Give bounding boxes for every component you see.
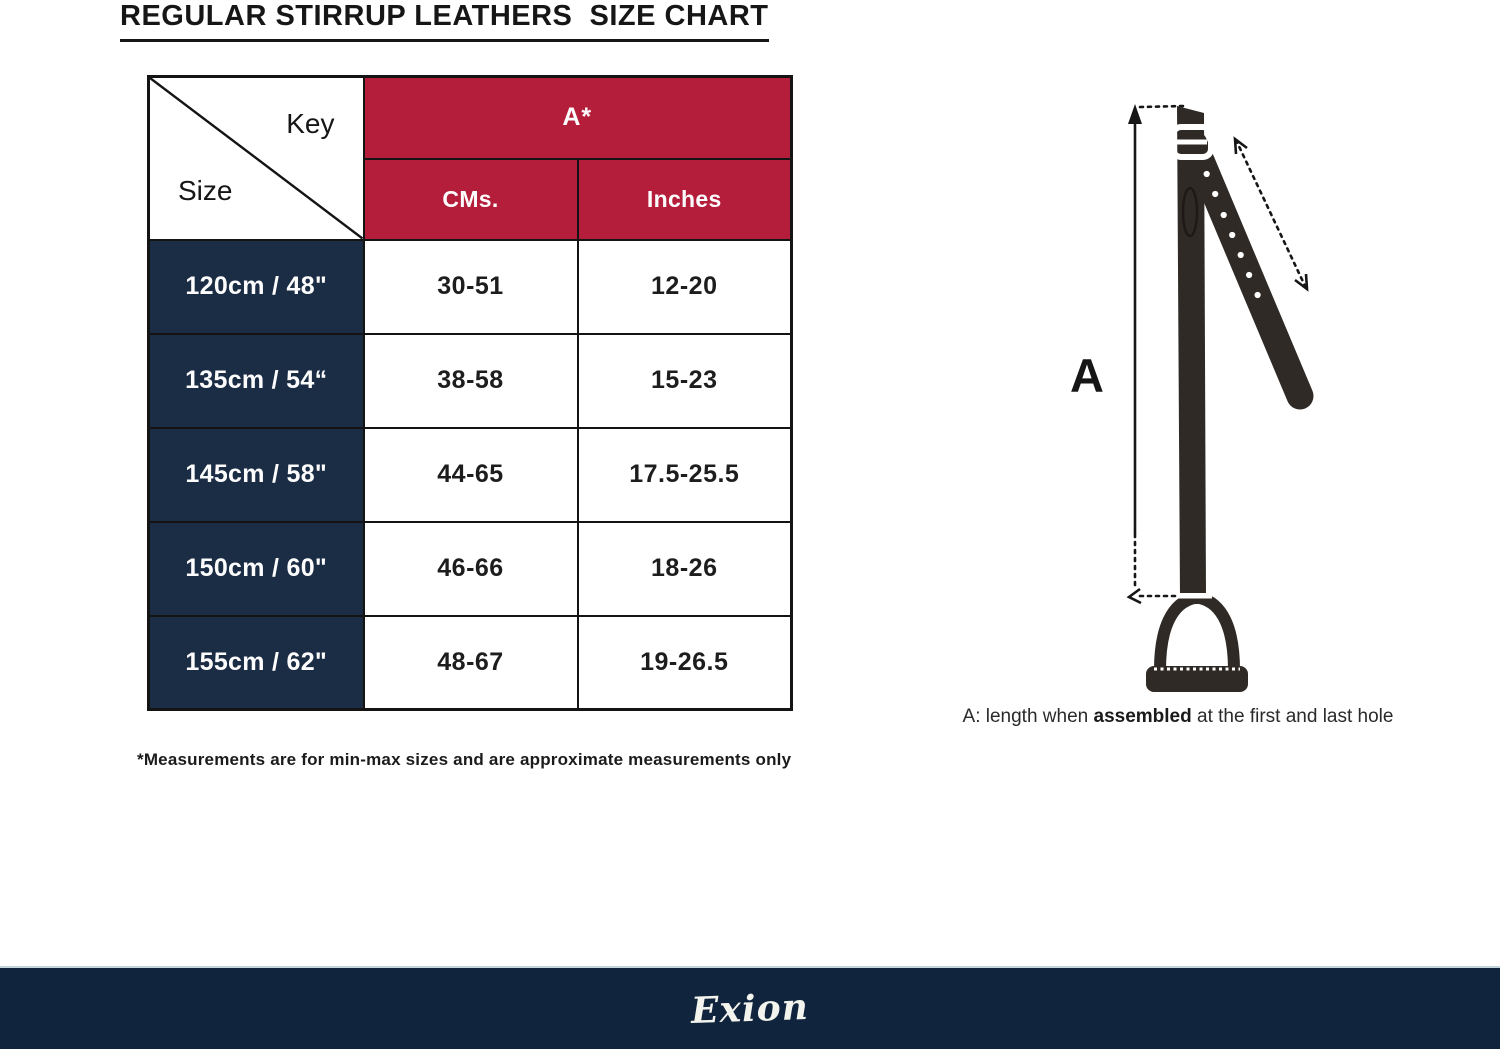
table-row: 145cm / 58" 44-65 17.5-25.5 [147,426,793,523]
caption-suffix: at the first and last hole [1191,706,1394,727]
page-title: REGULAR STIRRUP LEATHERS SIZE CHART [120,0,769,42]
corner-key-label: Key [286,108,335,139]
inches-cell: 18-26 [576,520,793,617]
table-header-row: Key Size A* [147,75,793,241]
size-cell: 150cm / 60" [147,520,365,617]
inches-cell: 19-26.5 [576,614,793,711]
punch-holes [1203,170,1261,299]
footnote: *Measurements are for min-max sizes and … [137,750,792,769]
brand-logo: Exion [690,985,810,1032]
table-row: 120cm / 48" 30-51 12-20 [147,238,793,335]
stirrup-iron [1146,592,1248,692]
measurement-arrow-diagonal [1233,136,1309,292]
buckle-icon [1170,124,1214,160]
cms-cell: 48-67 [362,614,579,711]
cms-cell: 30-51 [362,238,579,335]
diagonal-divider [150,78,363,239]
size-cell: 145cm / 58" [147,426,365,523]
table-row: 150cm / 60" 46-66 18-26 [147,520,793,617]
inches-cell: 12-20 [576,238,793,335]
cms-cell: 44-65 [362,426,579,523]
caption-prefix: A: length when [962,706,1094,727]
footer-bar: Exion [0,966,1500,1049]
table-row: 135cm / 54“ 38-58 15-23 [147,332,793,429]
corner-cell: Key Size [147,75,365,241]
size-cell: 135cm / 54“ [147,332,365,429]
size-cell: 120cm / 48" [147,238,365,335]
table-subheader-row: CMs. Inches [149,157,793,241]
measurement-arrow-vertical [1126,104,1186,605]
size-cell: 155cm / 62" [147,614,365,711]
corner-size-label: Size [178,174,233,206]
column-header-inches: Inches [576,157,793,241]
dimension-label-a: A [1070,349,1104,402]
stirrup-leather-illustration [1126,104,1314,692]
column-header-cms: CMs. [362,157,579,241]
caption-bold-word: assembled [1093,706,1192,727]
inches-cell: 17.5-25.5 [576,426,793,523]
diagram-caption: A: length when assembled at the first an… [958,706,1398,728]
group-header-a: A* [362,75,793,160]
cms-cell: 38-58 [362,332,579,429]
inches-cell: 15-23 [576,332,793,429]
size-chart-table: Key Size A* CMs. Inches 120cm / 48" 30-5… [147,75,794,711]
stirrup-leather-strap [1170,106,1314,599]
table-row: 155cm / 62" 48-67 19-26.5 [147,614,793,711]
adjustment-strap [1180,130,1314,410]
cms-cell: 46-66 [362,520,579,617]
